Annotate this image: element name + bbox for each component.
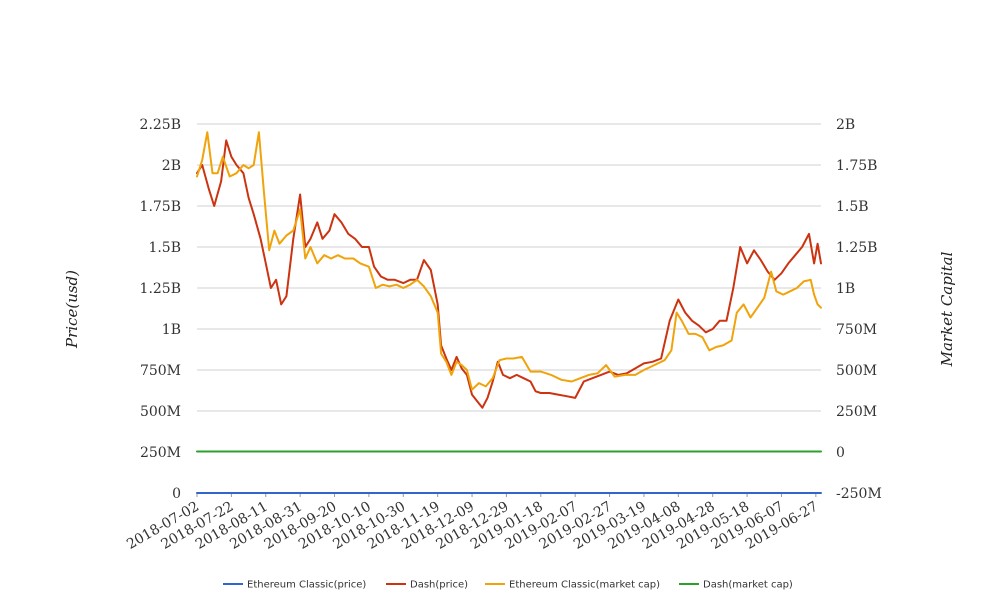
y-right-tick-label: 2B: [836, 117, 855, 133]
x-axis: 2018-07-022018-07-222018-08-112018-08-31…: [124, 493, 821, 553]
legend: Ethereum Classic(price) Dash(price) Ethere…: [223, 580, 793, 591]
left-axis-title: Price(usd): [63, 270, 81, 349]
y-right-tick-label: 250M: [836, 404, 877, 420]
y-left-tick-label: 1B: [162, 322, 181, 338]
y-right-tick-label: -250M: [836, 486, 882, 502]
y-left-tick-label: 750M: [140, 363, 181, 379]
series-lines: [196, 131, 822, 494]
y-left-tick-label: 1.75B: [140, 199, 181, 215]
y-right-tick-label: 1.75B: [836, 158, 877, 174]
legend-label: Ethereum Classic(market cap): [509, 580, 660, 591]
series-line-dash-price: [196, 139, 822, 409]
y-left-tick-label: 2.25B: [140, 117, 181, 133]
y-left-tick-label: 2B: [162, 158, 181, 174]
y-right-tick-label: 0: [836, 445, 845, 461]
legend-label: Dash(price): [410, 580, 468, 591]
y-left-tick-label: 1.5B: [148, 240, 181, 256]
y-left-tick-label: 1.25B: [140, 281, 181, 297]
legend-label: Ethereum Classic(price): [247, 580, 366, 591]
series-line-ethereum-classic-market-cap: [196, 131, 822, 391]
y-right-tick-label: 1.25B: [836, 240, 877, 256]
grid-lines: [197, 123, 821, 494]
left-y-axis: 0 250M 500M 750M 1B 1.25B 1.5B 1.75B 2B 2.25B: [140, 117, 181, 502]
right-y-axis: -250M 0 250M 500M 750M 1B 1.25B 1.5B 1.75B 2B: [836, 117, 882, 502]
y-left-tick-label: 250M: [140, 445, 181, 461]
y-right-tick-label: 750M: [836, 322, 877, 338]
y-left-tick-label: 500M: [140, 404, 181, 420]
y-right-tick-label: 500M: [836, 363, 877, 379]
legend-label: Dash(market cap): [703, 580, 793, 591]
y-right-tick-label: 1B: [836, 281, 855, 297]
right-axis-title: Market Capital: [938, 251, 956, 367]
y-right-tick-label: 1.5B: [836, 199, 869, 215]
y-left-tick-label: 0: [172, 486, 181, 502]
